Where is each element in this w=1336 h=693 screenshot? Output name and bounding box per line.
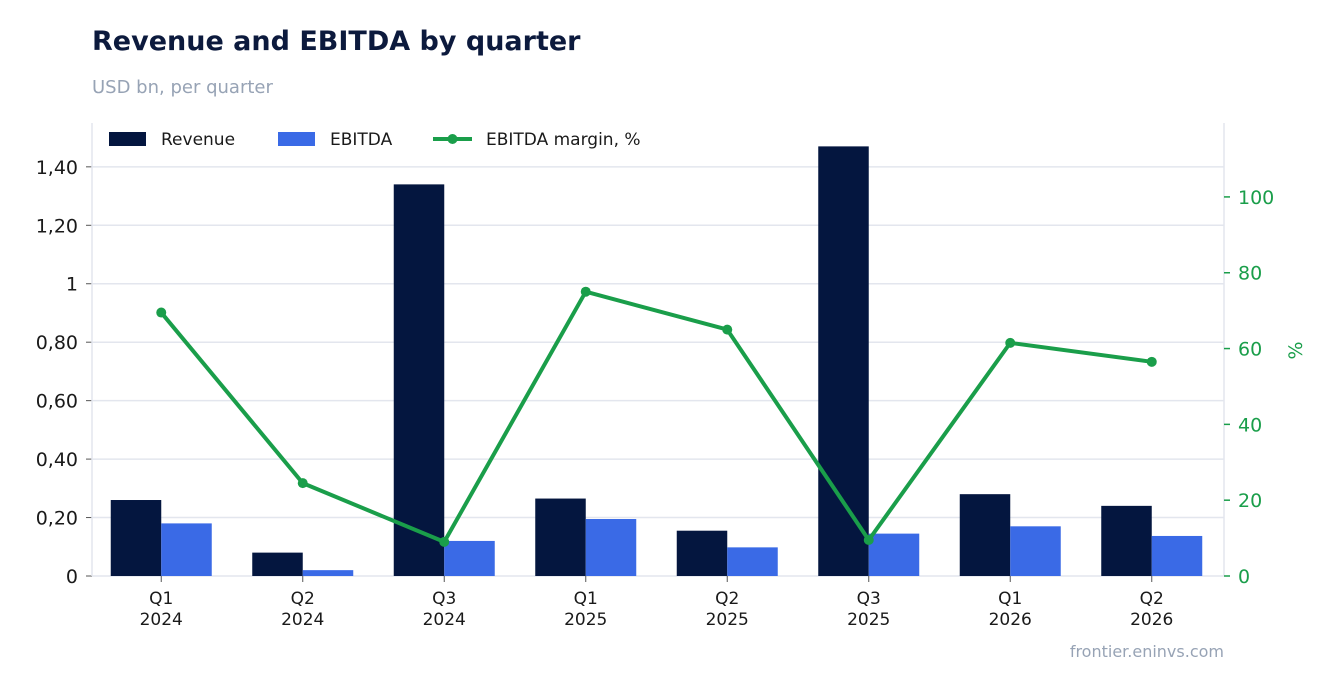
margin-point	[863, 534, 874, 545]
source-label: frontier.eninvs.com	[1069, 642, 1224, 661]
ebitda-bar	[868, 533, 920, 576]
x-tick-label-quarter: Q1	[998, 589, 1022, 609]
x-tick-label-quarter: Q2	[715, 589, 739, 609]
ebitda-bar	[302, 570, 354, 576]
y-left-tick-label: 0,40	[36, 449, 78, 471]
revenue-bar	[535, 498, 586, 576]
y-left-tick-label: 0	[66, 566, 78, 588]
margin-point	[580, 286, 591, 297]
legend-swatch-ebitda	[278, 132, 315, 146]
x-tick-label-year: 2025	[564, 610, 607, 630]
y-right-tick-label: 60	[1238, 339, 1262, 361]
ebitda-bar	[1010, 526, 1061, 576]
ebitda-bar	[1151, 535, 1203, 576]
y-right-tick-label: 20	[1238, 490, 1262, 512]
margin-point	[1005, 337, 1016, 348]
legend-label-margin: EBITDA margin, %	[486, 130, 641, 150]
grid-lines	[92, 166, 1224, 519]
x-tick-label-year: 2026	[1130, 610, 1173, 630]
axes: 0 0,20 0,40 0,60 0,80 1 1,20 1,40 0 20 40 60 80 100% Q…	[36, 123, 1307, 630]
bars	[110, 146, 1203, 576]
x-tick-label-year: 2024	[140, 610, 183, 630]
x-tick-label-year: 2026	[989, 610, 1032, 630]
legend: Revenue EBITDA EBITDA margin, %	[109, 130, 641, 150]
y-left-tick-label: 1	[66, 274, 78, 296]
x-tick-label-year: 2024	[281, 610, 324, 630]
x-tick-label-quarter: Q2	[291, 589, 315, 609]
x-tick-label-year: 2025	[706, 610, 749, 630]
revenue-bar	[818, 146, 869, 576]
margin-point	[439, 536, 450, 547]
y-right-tick-label: 40	[1238, 414, 1262, 436]
x-tick-label-quarter: Q3	[857, 589, 881, 609]
x-tick-label-quarter: Q1	[149, 589, 173, 609]
margin-series-line	[159, 289, 1154, 544]
y-right-tick-label: 100	[1238, 187, 1274, 209]
x-tick-label-quarter: Q2	[1140, 589, 1164, 609]
x-tick-label-quarter: Q3	[432, 589, 456, 609]
ebitda-bar	[727, 547, 778, 576]
y-left-tick-label: 1,20	[36, 215, 78, 237]
ebitda-bar	[444, 540, 495, 576]
ebitda-bar	[161, 523, 212, 576]
y-left-tick-label: 1,40	[36, 157, 78, 179]
legend-label-ebitda: EBITDA	[330, 130, 393, 150]
margin-point	[722, 324, 733, 335]
legend-label-revenue: Revenue	[161, 130, 235, 150]
y-left-tick-label: 0,80	[36, 332, 78, 354]
y-left-tick-label: 0,20	[36, 508, 78, 530]
y-left-tick-label: 0,60	[36, 391, 78, 413]
margin-point	[297, 478, 308, 489]
x-tick-label-year: 2025	[847, 610, 890, 630]
revenue-bar	[393, 184, 445, 576]
y-right-axis-label: %	[1285, 341, 1307, 359]
revenue-bar	[676, 530, 728, 576]
margin-line	[156, 286, 1157, 547]
chart-subtitle: USD bn, per quarter	[92, 77, 273, 98]
revenue-bar	[110, 500, 162, 576]
legend-swatch-revenue	[109, 132, 146, 146]
legend-marker-margin	[447, 134, 458, 144]
revenue-bar	[252, 552, 303, 576]
x-tick-label-year: 2024	[423, 610, 466, 630]
x-tick-label-quarter: Q1	[574, 589, 598, 609]
revenue-bar	[1101, 505, 1152, 576]
y-right-tick-label: 80	[1238, 263, 1262, 285]
margin-point	[1146, 356, 1157, 367]
revenue-bar	[959, 494, 1011, 576]
y-right-tick-label: 0	[1238, 566, 1250, 588]
margin-point	[156, 307, 167, 318]
chart-title: Revenue and EBITDA by quarter	[92, 26, 581, 57]
ebitda-bar	[585, 519, 637, 576]
